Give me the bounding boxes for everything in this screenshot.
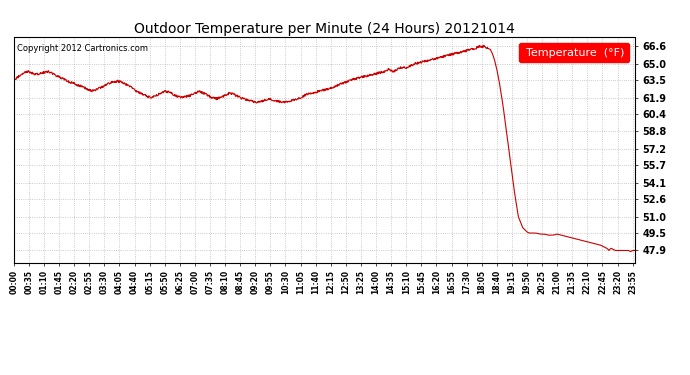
Title: Outdoor Temperature per Minute (24 Hours) 20121014: Outdoor Temperature per Minute (24 Hours… [134,22,515,36]
Legend: Temperature  (°F): Temperature (°F) [519,43,629,62]
Text: Copyright 2012 Cartronics.com: Copyright 2012 Cartronics.com [17,44,148,53]
